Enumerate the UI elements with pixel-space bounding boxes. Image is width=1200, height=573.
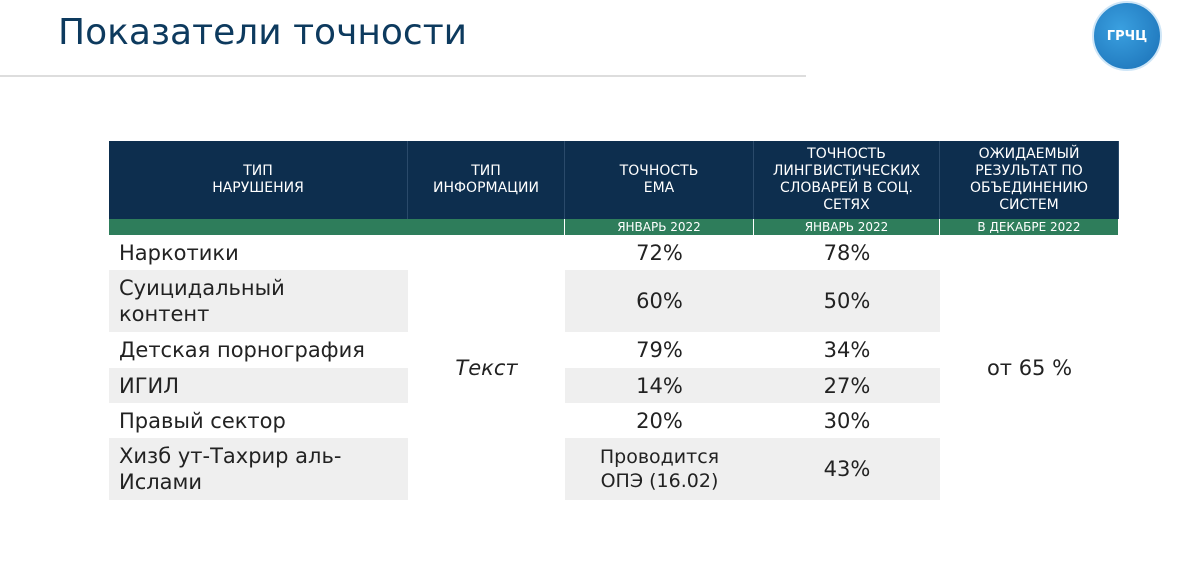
column-header: ТОЧНОСТЬ ЛИНГВИСТИЧЕСКИХ СЛОВАРЕЙ В СОЦ.… xyxy=(754,141,940,219)
logo: ГРЧЦ xyxy=(1092,1,1162,71)
ema-accuracy: 79% xyxy=(636,338,683,362)
row-label: Суицидальный контент xyxy=(109,270,408,332)
dict-accuracy: 78% xyxy=(823,240,871,265)
row-label: Наркотики xyxy=(119,240,239,265)
dict-accuracy: 50% xyxy=(754,270,940,332)
subheader: ЯНВАРЬ 2022 xyxy=(754,219,940,235)
ema-accuracy: 72% xyxy=(636,240,683,265)
expected-result: от 65 % xyxy=(986,355,1073,380)
dict-accuracy: 43% xyxy=(754,438,940,500)
column-header: ТОЧНОСТЬ ЕМА xyxy=(565,141,754,219)
title-rule xyxy=(0,75,806,77)
subheader: В ДЕКАБРЕ 2022 xyxy=(940,219,1119,235)
dict-accuracy: 27% xyxy=(754,368,940,403)
column-header: ТИП НАРУШЕНИЯ xyxy=(109,141,408,219)
column-header: ТИП ИНФОРМАЦИИ xyxy=(408,141,565,219)
ema-accuracy: 20% xyxy=(636,408,683,433)
subheader: ЯНВАРЬ 2022 xyxy=(565,219,754,235)
subheader-blank xyxy=(109,219,565,235)
row-label: Детская порнография xyxy=(119,338,365,362)
dict-accuracy: 34% xyxy=(823,338,871,362)
row-label: Хизб ут-Тахрир аль- Ислами xyxy=(109,438,408,500)
ema-accuracy: Проводится ОПЭ (16.02) xyxy=(565,438,754,500)
column-header: ОЖИДАЕМЫЙ РЕЗУЛЬТАТ ПО ОБЪЕДИНЕНИЮ СИСТЕ… xyxy=(940,141,1119,219)
dict-accuracy: 30% xyxy=(823,408,871,433)
ema-accuracy: 60% xyxy=(565,270,754,332)
info-type: Текст xyxy=(455,355,518,380)
row-label: Правый сектор xyxy=(119,408,286,433)
ema-accuracy: 14% xyxy=(565,368,754,403)
row-label: ИГИЛ xyxy=(109,368,408,403)
slide-title: Показатели точности xyxy=(58,12,468,53)
